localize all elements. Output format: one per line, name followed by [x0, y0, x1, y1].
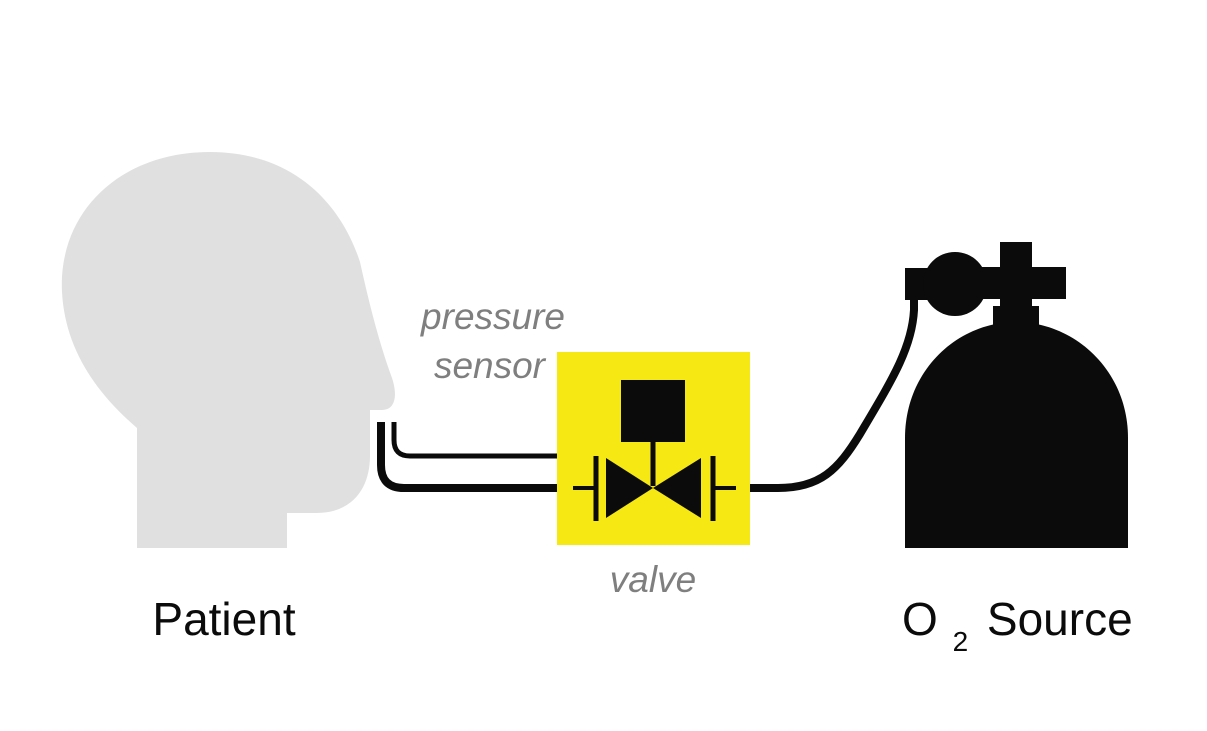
oxygen-delivery-tube — [377, 422, 560, 492]
pressure-sensor-label-line1: pressure — [420, 296, 565, 337]
oxygen-tank-icon — [905, 242, 1128, 548]
source-word: Source — [987, 593, 1133, 645]
supply-tube — [750, 292, 918, 492]
o2-source-label: O 2 Source — [902, 593, 1133, 661]
o2-subscript: 2 — [953, 626, 969, 657]
pressure-sensor-label-line2: sensor — [434, 345, 547, 386]
pressure-sensor-tube — [391, 422, 560, 459]
o2-letter: O — [902, 593, 938, 645]
valve-label: valve — [610, 559, 696, 600]
head-silhouette-icon — [61, 152, 395, 548]
patient-label: Patient — [152, 593, 295, 645]
valve-symbol-icon — [573, 380, 736, 521]
